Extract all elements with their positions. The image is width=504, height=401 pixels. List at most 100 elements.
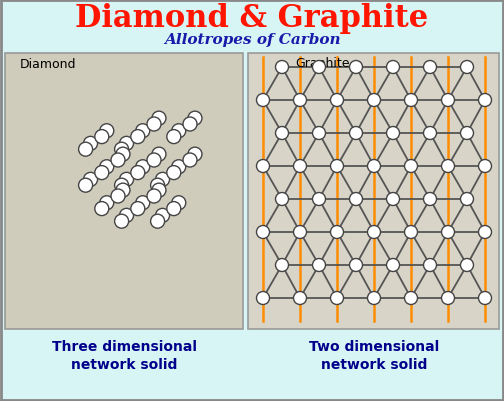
Circle shape xyxy=(405,94,417,107)
Circle shape xyxy=(100,160,114,174)
Circle shape xyxy=(349,193,362,206)
Circle shape xyxy=(111,154,125,168)
Circle shape xyxy=(367,160,381,173)
Circle shape xyxy=(367,226,381,239)
Circle shape xyxy=(257,226,270,239)
Circle shape xyxy=(293,292,306,305)
Circle shape xyxy=(367,94,381,107)
Circle shape xyxy=(423,61,436,74)
Circle shape xyxy=(405,226,417,239)
Circle shape xyxy=(151,179,165,193)
Circle shape xyxy=(312,259,326,272)
Text: Graphite: Graphite xyxy=(295,57,349,70)
Circle shape xyxy=(131,202,145,216)
Circle shape xyxy=(257,160,270,173)
Circle shape xyxy=(119,173,134,187)
Circle shape xyxy=(312,127,326,140)
Circle shape xyxy=(156,209,169,223)
Circle shape xyxy=(172,196,186,210)
Circle shape xyxy=(172,124,186,138)
Circle shape xyxy=(461,127,473,140)
Circle shape xyxy=(331,292,344,305)
Circle shape xyxy=(387,259,400,272)
Circle shape xyxy=(331,226,344,239)
Circle shape xyxy=(136,124,150,138)
Circle shape xyxy=(131,166,145,180)
Circle shape xyxy=(95,130,109,144)
Circle shape xyxy=(136,160,150,174)
Circle shape xyxy=(116,184,130,198)
Circle shape xyxy=(276,61,288,74)
Circle shape xyxy=(312,61,326,74)
Circle shape xyxy=(257,292,270,305)
Circle shape xyxy=(167,202,181,216)
Circle shape xyxy=(387,61,400,74)
Circle shape xyxy=(147,190,161,203)
Circle shape xyxy=(116,148,130,162)
Circle shape xyxy=(156,173,169,187)
Text: Allotropes of Carbon: Allotropes of Carbon xyxy=(164,33,340,47)
Circle shape xyxy=(442,94,455,107)
Text: Diamond: Diamond xyxy=(20,57,77,70)
Circle shape xyxy=(405,160,417,173)
Circle shape xyxy=(478,226,491,239)
Circle shape xyxy=(331,94,344,107)
Circle shape xyxy=(147,154,161,168)
Circle shape xyxy=(152,112,166,126)
Circle shape xyxy=(442,226,455,239)
Circle shape xyxy=(84,173,98,187)
Circle shape xyxy=(152,184,166,198)
Circle shape xyxy=(172,160,186,174)
Circle shape xyxy=(114,179,129,193)
Circle shape xyxy=(423,127,436,140)
Circle shape xyxy=(114,215,129,229)
Circle shape xyxy=(478,160,491,173)
Circle shape xyxy=(188,148,202,162)
Circle shape xyxy=(461,259,473,272)
Circle shape xyxy=(423,259,436,272)
Bar xyxy=(248,54,499,329)
Circle shape xyxy=(188,112,202,126)
Circle shape xyxy=(84,137,98,151)
Circle shape xyxy=(331,160,344,173)
Bar xyxy=(5,54,243,329)
Circle shape xyxy=(79,143,93,157)
Circle shape xyxy=(114,143,129,157)
Circle shape xyxy=(79,179,93,193)
Circle shape xyxy=(461,61,473,74)
Text: Diamond & Graphite: Diamond & Graphite xyxy=(76,4,428,34)
Circle shape xyxy=(131,130,145,144)
Circle shape xyxy=(147,118,161,132)
Circle shape xyxy=(167,130,181,144)
Circle shape xyxy=(367,292,381,305)
Circle shape xyxy=(478,292,491,305)
Circle shape xyxy=(152,148,166,162)
Circle shape xyxy=(119,209,134,223)
Circle shape xyxy=(111,190,125,203)
Circle shape xyxy=(478,94,491,107)
Text: Three dimensional
network solid: Three dimensional network solid xyxy=(51,339,197,371)
Circle shape xyxy=(95,202,109,216)
Circle shape xyxy=(95,166,109,180)
Circle shape xyxy=(461,193,473,206)
Text: Two dimensional
network solid: Two dimensional network solid xyxy=(309,339,439,371)
Circle shape xyxy=(293,160,306,173)
Circle shape xyxy=(100,196,114,210)
Circle shape xyxy=(136,196,150,210)
Circle shape xyxy=(276,127,288,140)
Circle shape xyxy=(423,193,436,206)
Circle shape xyxy=(442,292,455,305)
Circle shape xyxy=(167,166,181,180)
Circle shape xyxy=(100,124,114,138)
Circle shape xyxy=(119,137,134,151)
Circle shape xyxy=(349,127,362,140)
Circle shape xyxy=(183,118,197,132)
Circle shape xyxy=(349,61,362,74)
Circle shape xyxy=(387,127,400,140)
Circle shape xyxy=(387,193,400,206)
Circle shape xyxy=(151,215,165,229)
Circle shape xyxy=(349,259,362,272)
Circle shape xyxy=(293,226,306,239)
Circle shape xyxy=(276,259,288,272)
Circle shape xyxy=(276,193,288,206)
